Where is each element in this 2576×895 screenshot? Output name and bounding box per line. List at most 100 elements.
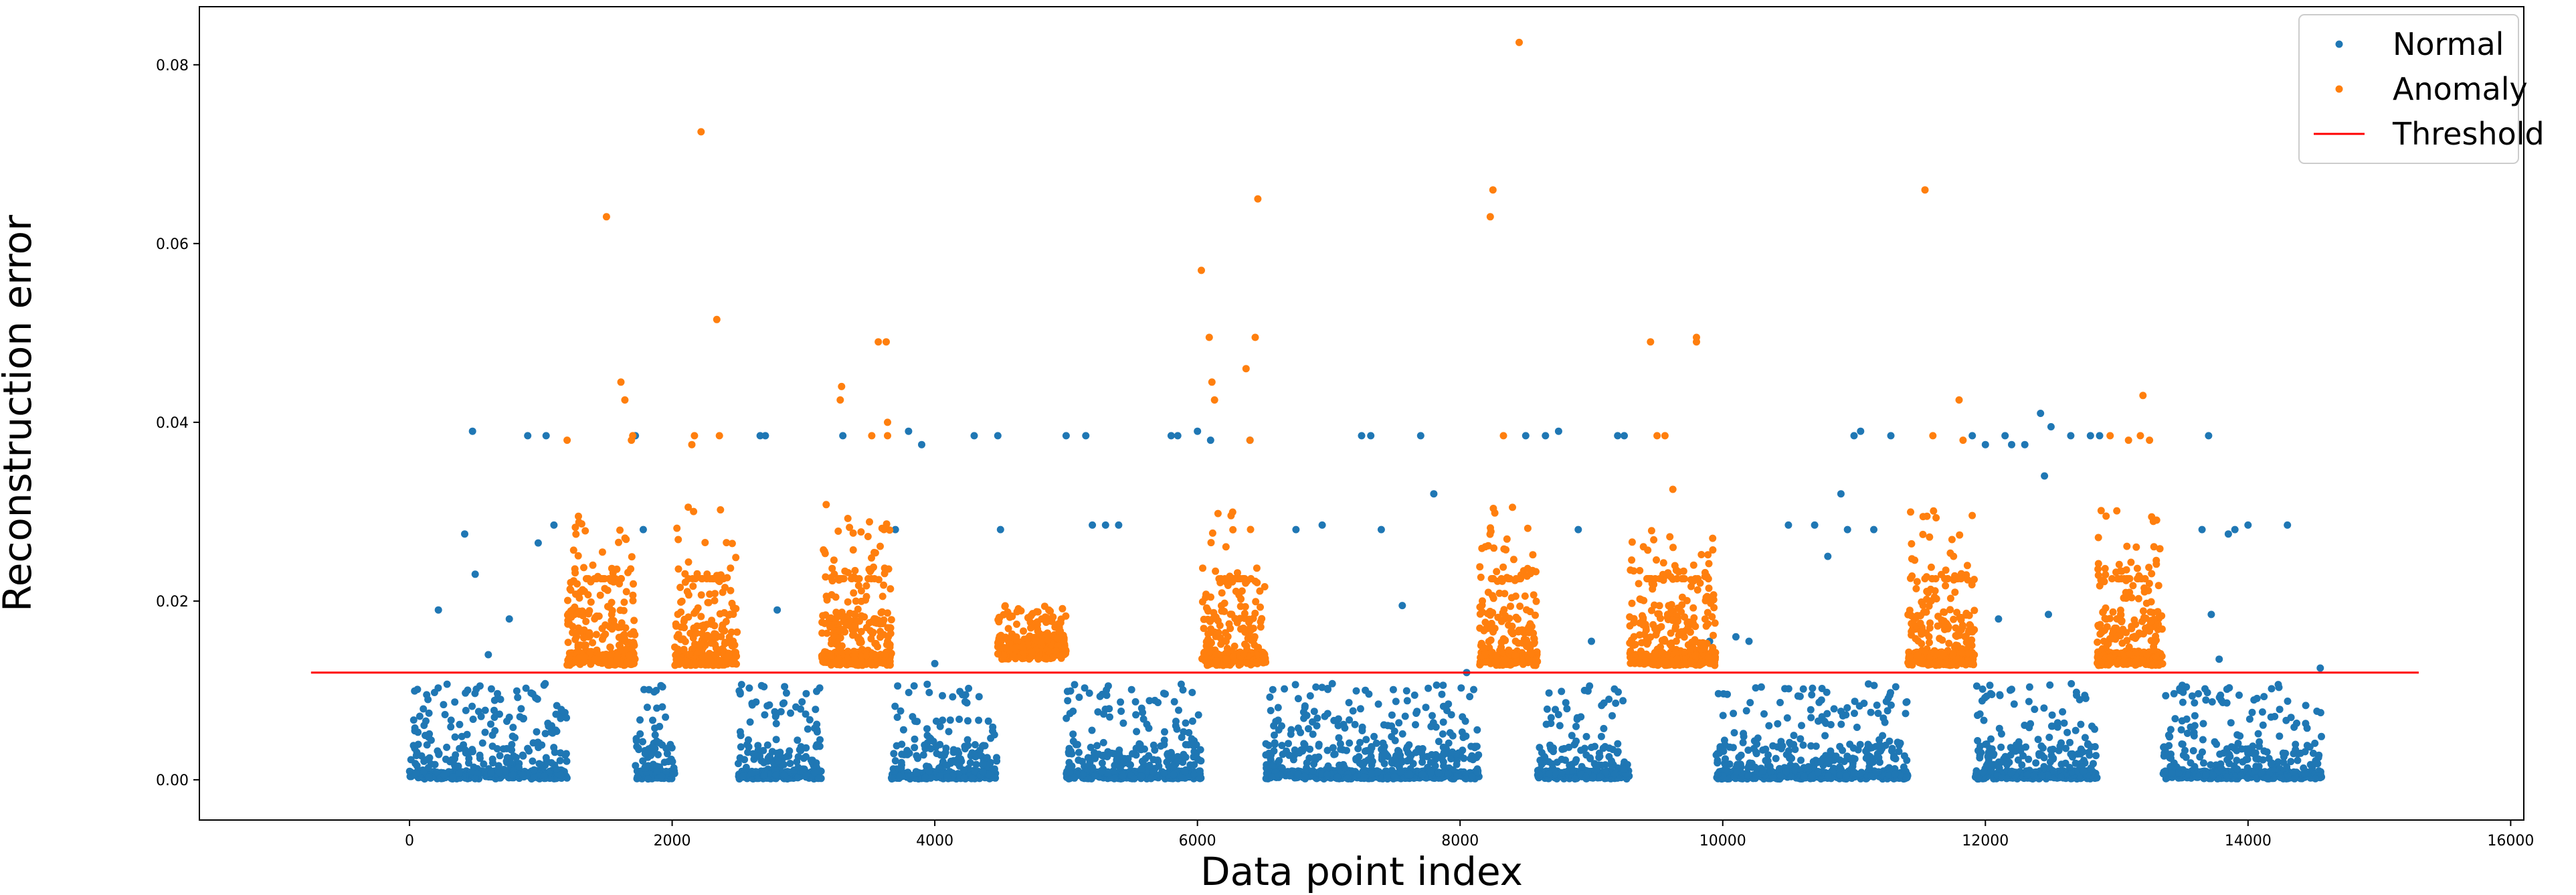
normal-point [2294,756,2302,764]
normal-point [1733,768,1741,776]
normal-point [1730,729,1738,737]
normal-point [1568,732,1576,740]
normal-point [2259,721,2267,729]
normal-point [2060,719,2068,727]
normal-point [651,731,659,739]
normal-point [2188,692,2196,700]
normal-point [420,722,428,730]
normal-point [1285,740,1292,748]
normal-point [2250,696,2258,704]
normal-point [2282,750,2290,757]
normal-point [1360,773,1368,781]
normal-point [763,702,771,710]
normal-point [1881,718,1889,726]
normal-point [1137,772,1145,781]
normal-point [1193,754,1201,762]
anomaly-point [564,639,572,647]
normal-point [1262,751,1270,759]
normal-point [636,730,644,738]
normal-point [1976,710,1984,718]
normal-point [2284,521,2292,529]
normal-point [786,760,794,767]
normal-point [1271,740,1279,748]
normal-point [1759,767,1767,775]
anomaly-point [711,590,719,598]
normal-point [1414,745,1422,753]
anomaly-point [677,608,685,616]
normal-point [760,772,768,780]
normal-point [670,770,678,777]
normal-point [2207,761,2215,769]
normal-point [1274,704,1282,712]
normal-point [1558,687,1566,696]
normal-point [2041,472,2049,480]
normal-point [1422,704,1430,712]
normal-point [921,741,929,749]
normal-point [1071,681,1079,689]
normal-point [449,773,457,781]
normal-point [423,741,431,749]
normal-point [1719,712,1727,720]
normal-point [1572,756,1580,764]
normal-point [1466,693,1474,701]
normal-point [1388,722,1396,730]
normal-point [642,764,650,772]
normal-point [411,687,419,695]
normal-point [670,764,678,772]
normal-point [2223,699,2231,707]
anomaly-point [591,575,598,582]
normal-point [1784,521,1792,529]
normal-point [1843,525,1851,534]
normal-point [1830,705,1838,713]
normal-point [1799,685,1807,693]
normal-point [2256,738,2264,746]
normal-point [1151,746,1159,754]
normal-point [1101,521,1109,529]
normal-point [1986,681,1994,689]
normal-point [990,731,998,739]
normal-point [1473,726,1481,734]
anomaly-point [844,515,852,522]
normal-point [1809,684,1817,692]
normal-point [1808,691,1816,699]
normal-point [1132,711,1140,719]
normal-point [939,691,946,700]
normal-point [650,688,658,696]
normal-point [923,680,931,688]
anomaly-point [581,527,589,535]
normal-point [641,750,649,758]
normal-point [469,716,477,723]
normal-point [1303,759,1311,767]
normal-point [918,440,925,449]
normal-point [898,761,905,769]
anomaly-point [569,629,577,637]
normal-point [1383,773,1391,781]
normal-point [984,717,992,725]
normal-point [1611,685,1619,693]
normal-point [1979,768,1987,777]
normal-point [943,761,951,769]
normal-point [1612,700,1620,707]
normal-point [792,703,800,711]
normal-series [405,410,2326,783]
normal-point [965,684,973,692]
normal-point [2168,769,2176,777]
normal-point [409,742,418,750]
normal-point [1367,432,1375,440]
normal-point [1995,615,2003,623]
anomaly-point [697,640,705,647]
normal-point [1374,768,1382,776]
normal-point [1817,757,1825,765]
normal-point [1791,746,1799,753]
normal-point [2047,423,2055,430]
normal-point [2276,732,2284,740]
normal-point [462,706,470,714]
normal-point [1588,744,1595,751]
normal-point [972,760,980,768]
normal-point [1160,689,1168,698]
normal-point [772,720,780,728]
normal-point [2216,750,2224,758]
normal-point [411,724,419,732]
normal-point [490,706,498,714]
anomaly-point [578,607,586,615]
